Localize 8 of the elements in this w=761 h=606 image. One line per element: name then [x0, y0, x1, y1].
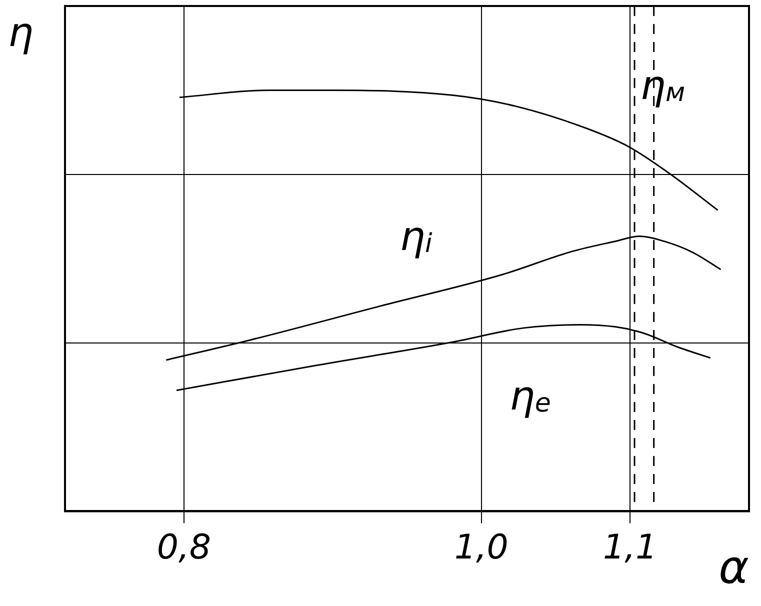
x-axis-title: α — [718, 540, 749, 594]
series-label: ηi — [400, 214, 434, 260]
series-label: ηм — [640, 62, 686, 109]
x-tick-label: 1,1 — [603, 527, 658, 568]
y-axis-title: η — [8, 10, 34, 56]
x-tick-label: 0,8 — [156, 527, 211, 568]
x-tick-label: 1,0 — [454, 527, 508, 568]
series-label: ηe — [509, 374, 551, 420]
